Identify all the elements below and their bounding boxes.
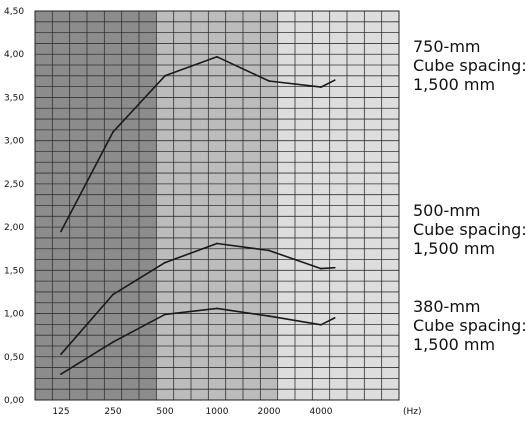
series-label: 500-mm Cube spacing: 1,500 mm xyxy=(413,201,527,258)
series-point xyxy=(333,266,336,269)
series-point xyxy=(333,316,336,319)
series-point xyxy=(216,242,218,245)
series-label-line: Cube spacing: xyxy=(413,220,527,239)
x-tick-label: 125 xyxy=(52,407,69,417)
x-tick-label: 500 xyxy=(156,407,173,417)
y-tick-label: 4,00 xyxy=(4,50,24,60)
series-point xyxy=(216,307,218,310)
series-label-line: 1,500 mm xyxy=(413,75,495,94)
series-point xyxy=(60,373,62,375)
x-tick-label: 4000 xyxy=(310,407,333,417)
series-label-line: 750-mm xyxy=(413,37,480,56)
y-tick-label: 4,50 xyxy=(4,7,24,17)
plot-frame xyxy=(34,10,400,401)
series-point xyxy=(216,55,218,58)
y-tick-label: 2,50 xyxy=(4,180,24,190)
x-unit-label: (Hz) xyxy=(403,407,422,417)
series-point xyxy=(164,313,166,316)
y-tick-label: 0,00 xyxy=(4,396,24,406)
series-point xyxy=(60,230,62,233)
series-point xyxy=(112,131,114,133)
series-label-line: 1,500 mm xyxy=(413,239,495,258)
series-point xyxy=(112,293,114,296)
series-point xyxy=(164,261,166,264)
x-tick-label: 1000 xyxy=(206,407,229,417)
series-label-line: 1,500 mm xyxy=(413,335,495,354)
x-tick-label: 250 xyxy=(104,407,121,417)
y-tick-label: 2,00 xyxy=(4,223,24,233)
series-label: 750-mm Cube spacing: 1,500 mm xyxy=(413,37,527,94)
series-label-line: 500-mm xyxy=(413,201,480,220)
series-label-line: Cube spacing: xyxy=(413,56,527,75)
series-point xyxy=(268,315,270,318)
series-label-line: 380-mm xyxy=(413,297,480,316)
series-point xyxy=(320,86,322,88)
y-tick-label: 1,50 xyxy=(4,266,24,276)
series-point xyxy=(320,267,322,270)
series-point xyxy=(333,79,336,82)
series-point xyxy=(112,341,114,343)
series-label: 380-mm Cube spacing: 1,500 mm xyxy=(413,297,527,354)
series-point xyxy=(60,353,62,356)
y-tick-label: 3,00 xyxy=(4,137,24,147)
x-tick-label: 2000 xyxy=(258,407,281,417)
series-point xyxy=(320,323,322,326)
series-point xyxy=(164,74,166,77)
y-tick-label: 0,50 xyxy=(4,353,24,363)
series-point xyxy=(268,80,270,82)
y-tick-label: 3,50 xyxy=(4,93,24,103)
series-label-line: Cube spacing: xyxy=(413,316,527,335)
series-point xyxy=(268,249,270,252)
y-tick-label: 1,00 xyxy=(4,310,24,320)
